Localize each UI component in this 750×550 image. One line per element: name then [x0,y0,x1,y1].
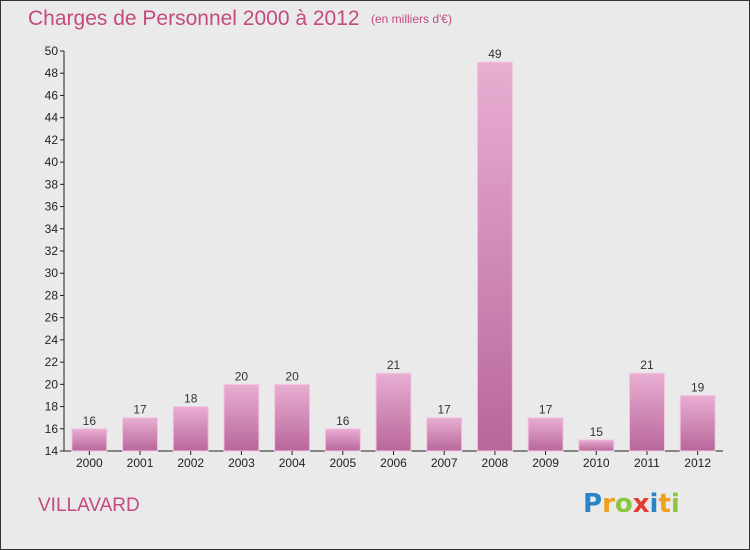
y-tick-label: 14 [45,444,59,458]
logo-letter: t [658,489,671,519]
x-tick-label: 2010 [583,456,610,470]
y-tick-label: 30 [45,266,59,280]
bar [274,383,311,452]
bar [679,394,716,452]
logo-letter: i [670,489,680,519]
data-label: 49 [488,47,502,61]
x-tick-label: 2003 [228,456,255,470]
y-tick-label: 46 [45,88,59,102]
x-tick-label: 2008 [482,456,509,470]
data-label: 15 [590,425,604,439]
data-label: 16 [83,414,97,428]
x-tick-label: 2004 [279,456,306,470]
data-label: 21 [387,358,401,372]
y-tick-label: 34 [45,222,59,236]
bar [324,428,361,452]
bar [375,372,412,452]
proxiti-logo: Proxiti [583,489,680,519]
data-label: 21 [640,358,654,372]
bar [578,439,615,452]
data-label: 17 [539,403,553,417]
y-tick-label: 22 [45,355,59,369]
data-label: 17 [133,403,147,417]
y-tick-label: 16 [45,422,59,436]
bar [71,428,108,452]
x-tick-label: 2005 [329,456,356,470]
y-tick-label: 50 [45,44,59,58]
x-tick-label: 2000 [76,456,103,470]
data-label: 18 [184,392,198,406]
data-label: 17 [438,403,452,417]
y-tick-label: 32 [45,244,59,258]
x-tick-label: 2009 [532,456,559,470]
data-label: 16 [336,414,350,428]
y-tick-label: 26 [45,311,59,325]
y-tick-label: 44 [45,111,59,125]
x-tick-label: 2002 [177,456,204,470]
chart-title: Charges de Personnel 2000 à 2012 [28,7,360,30]
bar [527,417,564,452]
y-tick-label: 48 [45,66,59,80]
bar [628,372,665,452]
bar [122,417,159,452]
logo-letter: x [632,489,650,519]
y-tick-label: 18 [45,400,59,414]
plot-area: 14 16 18 20 22 24 26 28 30 32 34 36 38 40 42 44 46 48 50 16… [45,44,723,470]
y-tick-label: 24 [45,333,59,347]
data-label: 20 [285,369,299,383]
x-tick-label: 2001 [127,456,154,470]
bar [172,406,209,452]
data-label: 20 [235,369,249,383]
logo-letter: P [583,489,603,519]
x-tick-label: 2006 [380,456,407,470]
y-tick-label: 20 [45,377,59,391]
y-tick-label: 36 [45,200,59,214]
data-label: 19 [691,380,705,394]
bar [426,417,463,452]
logo-letter: r [602,489,615,519]
x-tick-label: 2007 [431,456,458,470]
logo-letter: i [649,489,659,519]
place-name: VILLAVARD [38,495,140,516]
bar [476,61,513,452]
x-tick-label: 2012 [684,456,711,470]
y-tick-label: 28 [45,288,59,302]
logo-letter: o [614,489,633,519]
bar [223,383,260,452]
y-tick-label: 42 [45,133,59,147]
chart-subtitle: (en milliers d'€) [371,12,452,26]
y-tick-label: 40 [45,155,59,169]
x-tick-label: 2011 [634,456,660,470]
y-tick-label: 38 [45,177,59,191]
